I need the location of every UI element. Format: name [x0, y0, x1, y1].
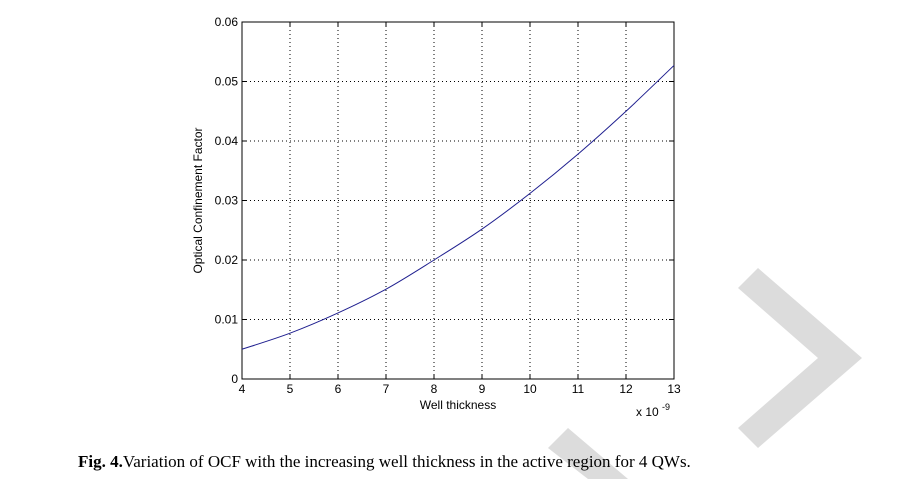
watermark-chevron: [548, 268, 862, 479]
x-tick-label: 9: [479, 382, 486, 396]
y-tick-label: 0.06: [215, 15, 239, 29]
watermark-chevron-right: [738, 268, 862, 448]
y-tick-label: 0.01: [215, 313, 239, 327]
series-layer: [241, 65, 675, 350]
x-tick-label: 6: [335, 382, 342, 396]
y-tick-label: 0.03: [215, 194, 239, 208]
series-line: [241, 65, 675, 350]
x-axis-multiplier-base: x 10: [636, 405, 659, 419]
x-tick-label: 11: [572, 382, 585, 396]
x-tick-label: 10: [523, 382, 537, 396]
x-tick-label: 8: [431, 382, 438, 396]
caption-label: Fig. 4.: [78, 452, 123, 471]
x-axis-label: Well thickness: [420, 398, 496, 412]
x-axis-multiplier-exponent: -9: [662, 402, 670, 412]
watermark-chevron-left: [548, 428, 628, 479]
y-tick-label: 0.05: [215, 75, 239, 89]
figure-caption: Fig. 4.Variation of OCF with the increas…: [78, 452, 691, 472]
chart-grid: [242, 22, 674, 379]
y-tick-label: 0: [231, 372, 238, 386]
y-axis-label: Optical Confinement Factor: [191, 127, 205, 273]
caption-text: Variation of OCF with the increasing wel…: [122, 452, 691, 471]
x-tick-label: 4: [239, 382, 246, 396]
axis-ticks: 4 5 6 7 8 9 10 11 12 13 0 0.01 0.02 0.03 0.04 0.05 0.06: [215, 15, 681, 396]
y-tick-label: 0.02: [215, 253, 239, 267]
x-axis-multiplier: x 10 -9: [636, 402, 670, 419]
x-tick-label: 7: [383, 382, 390, 396]
x-tick-label: 12: [619, 382, 633, 396]
y-tick-label: 0.04: [215, 134, 239, 148]
x-tick-label: 5: [287, 382, 294, 396]
x-tick-label: 13: [667, 382, 681, 396]
